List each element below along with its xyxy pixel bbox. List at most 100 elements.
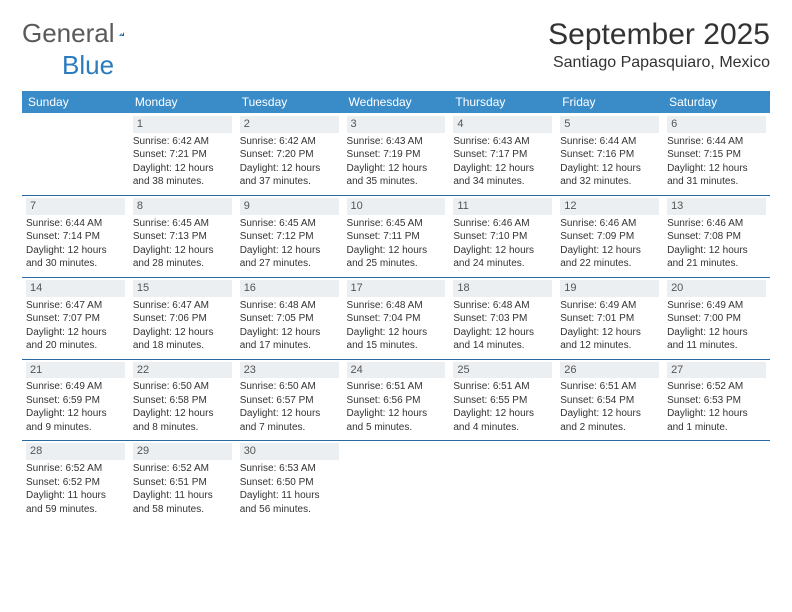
sunset-text: Sunset: 7:17 PM bbox=[453, 148, 552, 162]
daylight-text: Daylight: 12 hours and 12 minutes. bbox=[560, 326, 659, 353]
sunset-text: Sunset: 7:20 PM bbox=[240, 148, 339, 162]
calendar-cell: 6Sunrise: 6:44 AMSunset: 7:15 PMDaylight… bbox=[663, 113, 770, 195]
calendar-cell: 25Sunrise: 6:51 AMSunset: 6:55 PMDayligh… bbox=[449, 359, 556, 441]
daylight-text: Daylight: 12 hours and 31 minutes. bbox=[667, 162, 766, 189]
daylight-text: Daylight: 12 hours and 11 minutes. bbox=[667, 326, 766, 353]
weekday-header: Wednesday bbox=[343, 91, 450, 113]
calendar-week-row: 7Sunrise: 6:44 AMSunset: 7:14 PMDaylight… bbox=[22, 195, 770, 277]
sunrise-text: Sunrise: 6:48 AM bbox=[453, 299, 552, 313]
sunrise-text: Sunrise: 6:48 AM bbox=[347, 299, 446, 313]
weekday-header: Sunday bbox=[22, 91, 129, 113]
daylight-text: Daylight: 12 hours and 32 minutes. bbox=[560, 162, 659, 189]
calendar-cell: 4Sunrise: 6:43 AMSunset: 7:17 PMDaylight… bbox=[449, 113, 556, 195]
daylight-text: Daylight: 12 hours and 7 minutes. bbox=[240, 407, 339, 434]
daylight-text: Daylight: 12 hours and 21 minutes. bbox=[667, 244, 766, 271]
day-number: 7 bbox=[26, 198, 125, 215]
calendar-cell: 16 Sunrise: 6:48 AMSunset: 7:05 PMDayligh… bbox=[236, 277, 343, 359]
calendar-cell: 13Sunrise: 6:46 AMSunset: 7:08 PMDayligh… bbox=[663, 195, 770, 277]
day-number: 25 bbox=[453, 362, 552, 379]
daylight-text: Daylight: 12 hours and 14 minutes. bbox=[453, 326, 552, 353]
sunrise-text: Sunrise: 6:44 AM bbox=[560, 135, 659, 149]
calendar-cell bbox=[556, 441, 663, 522]
day-number: 26 bbox=[560, 362, 659, 379]
sunrise-text: Sunrise: 6:52 AM bbox=[133, 462, 232, 476]
calendar-cell: 30Sunrise: 6:53 AMSunset: 6:50 PMDayligh… bbox=[236, 441, 343, 522]
sunrise-text: Sunrise: 6:52 AM bbox=[667, 380, 766, 394]
calendar-week-row: 1Sunrise: 6:42 AMSunset: 7:21 PMDaylight… bbox=[22, 113, 770, 195]
daylight-text: Daylight: 12 hours and 22 minutes. bbox=[560, 244, 659, 271]
day-number: 24 bbox=[347, 362, 446, 379]
sunset-text: Sunset: 6:56 PM bbox=[347, 394, 446, 408]
daylight-text: Daylight: 12 hours and 18 minutes. bbox=[133, 326, 232, 353]
calendar-cell: 3Sunrise: 6:43 AMSunset: 7:19 PMDaylight… bbox=[343, 113, 450, 195]
location-label: Santiago Papasquiaro, Mexico bbox=[548, 54, 770, 72]
logo-mark-icon bbox=[119, 23, 124, 45]
calendar-cell bbox=[22, 113, 129, 195]
daylight-text: Daylight: 12 hours and 9 minutes. bbox=[26, 407, 125, 434]
calendar-cell: 15Sunrise: 6:47 AMSunset: 7:06 PMDayligh… bbox=[129, 277, 236, 359]
sunrise-text: Sunrise: 6:45 AM bbox=[240, 217, 339, 231]
day-number: 21 bbox=[26, 362, 125, 379]
daylight-text: Daylight: 12 hours and 24 minutes. bbox=[453, 244, 552, 271]
day-number: 12 bbox=[560, 198, 659, 215]
calendar-cell: 5Sunrise: 6:44 AMSunset: 7:16 PMDaylight… bbox=[556, 113, 663, 195]
sunset-text: Sunset: 7:05 PM bbox=[240, 312, 339, 326]
sunrise-text: Sunrise: 6:50 AM bbox=[133, 380, 232, 394]
sunrise-text: Sunrise: 6:47 AM bbox=[26, 299, 125, 313]
weekday-header: Monday bbox=[129, 91, 236, 113]
calendar-cell: 26Sunrise: 6:51 AMSunset: 6:54 PMDayligh… bbox=[556, 359, 663, 441]
sunset-text: Sunset: 7:03 PM bbox=[453, 312, 552, 326]
calendar-cell: 9Sunrise: 6:45 AMSunset: 7:12 PMDaylight… bbox=[236, 195, 343, 277]
sunrise-text: Sunrise: 6:43 AM bbox=[347, 135, 446, 149]
daylight-text: Daylight: 12 hours and 30 minutes. bbox=[26, 244, 125, 271]
calendar-cell bbox=[663, 441, 770, 522]
calendar-cell: 1Sunrise: 6:42 AMSunset: 7:21 PMDaylight… bbox=[129, 113, 236, 195]
calendar-cell: 27Sunrise: 6:52 AMSunset: 6:53 PMDayligh… bbox=[663, 359, 770, 441]
sunset-text: Sunset: 7:00 PM bbox=[667, 312, 766, 326]
day-number: 18 bbox=[453, 280, 552, 297]
sunrise-text: Sunrise: 6:42 AM bbox=[133, 135, 232, 149]
calendar-cell bbox=[449, 441, 556, 522]
sunset-text: Sunset: 6:52 PM bbox=[26, 476, 125, 490]
sunset-text: Sunset: 6:53 PM bbox=[667, 394, 766, 408]
day-number: 19 bbox=[560, 280, 659, 297]
daylight-text: Daylight: 11 hours and 56 minutes. bbox=[240, 489, 339, 516]
sunrise-text: Sunrise: 6:48 AM bbox=[240, 299, 339, 313]
day-number: 23 bbox=[240, 362, 339, 379]
day-number: 5 bbox=[560, 116, 659, 133]
sunrise-text: Sunrise: 6:45 AM bbox=[347, 217, 446, 231]
sunrise-text: Sunrise: 6:49 AM bbox=[667, 299, 766, 313]
sunrise-text: Sunrise: 6:46 AM bbox=[453, 217, 552, 231]
month-title: September 2025 bbox=[548, 18, 770, 52]
daylight-text: Daylight: 12 hours and 25 minutes. bbox=[347, 244, 446, 271]
calendar-table: SundayMondayTuesdayWednesdayThursdayFrid… bbox=[22, 91, 770, 522]
daylight-text: Daylight: 12 hours and 38 minutes. bbox=[133, 162, 232, 189]
calendar-week-row: 28Sunrise: 6:52 AMSunset: 6:52 PMDayligh… bbox=[22, 441, 770, 522]
day-number: 16 bbox=[240, 280, 339, 297]
daylight-text: Daylight: 12 hours and 34 minutes. bbox=[453, 162, 552, 189]
calendar-cell bbox=[343, 441, 450, 522]
daylight-text: Daylight: 12 hours and 20 minutes. bbox=[26, 326, 125, 353]
sunset-text: Sunset: 6:50 PM bbox=[240, 476, 339, 490]
sunrise-text: Sunrise: 6:51 AM bbox=[453, 380, 552, 394]
calendar-cell: 2Sunrise: 6:42 AMSunset: 7:20 PMDaylight… bbox=[236, 113, 343, 195]
day-number: 30 bbox=[240, 443, 339, 460]
sunset-text: Sunset: 7:08 PM bbox=[667, 230, 766, 244]
daylight-text: Daylight: 12 hours and 28 minutes. bbox=[133, 244, 232, 271]
day-number: 11 bbox=[453, 198, 552, 215]
sunrise-text: Sunrise: 6:46 AM bbox=[667, 217, 766, 231]
calendar-week-row: 21Sunrise: 6:49 AMSunset: 6:59 PMDayligh… bbox=[22, 359, 770, 441]
calendar-cell: 10Sunrise: 6:45 AMSunset: 7:11 PMDayligh… bbox=[343, 195, 450, 277]
calendar-body: 1Sunrise: 6:42 AMSunset: 7:21 PMDaylight… bbox=[22, 113, 770, 522]
daylight-text: Daylight: 12 hours and 17 minutes. bbox=[240, 326, 339, 353]
day-number: 15 bbox=[133, 280, 232, 297]
weekday-header: Friday bbox=[556, 91, 663, 113]
daylight-text: Daylight: 12 hours and 37 minutes. bbox=[240, 162, 339, 189]
sunrise-text: Sunrise: 6:50 AM bbox=[240, 380, 339, 394]
sunset-text: Sunset: 7:14 PM bbox=[26, 230, 125, 244]
weekday-header: Thursday bbox=[449, 91, 556, 113]
daylight-text: Daylight: 11 hours and 59 minutes. bbox=[26, 489, 125, 516]
daylight-text: Daylight: 12 hours and 27 minutes. bbox=[240, 244, 339, 271]
day-number: 20 bbox=[667, 280, 766, 297]
calendar-cell: 12Sunrise: 6:46 AMSunset: 7:09 PMDayligh… bbox=[556, 195, 663, 277]
